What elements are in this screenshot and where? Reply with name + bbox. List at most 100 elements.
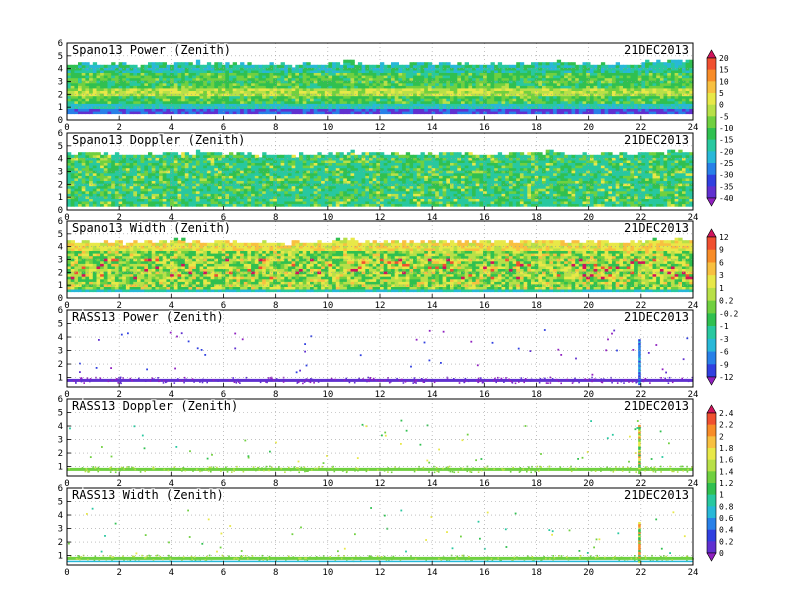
heat-cell [542,80,547,84]
heat-cell [218,103,223,107]
heat-cell [534,72,539,76]
heat-cell [229,64,234,68]
heat-cell [328,62,333,66]
heat-cell [645,103,650,107]
heat-cell [148,90,153,94]
heat-cell [306,77,311,81]
heat-cell [291,93,296,97]
heat-cell [188,67,193,71]
heat-cell [332,62,337,66]
heat-cell [236,75,241,79]
heat-cell [405,77,411,81]
heat-cell [339,75,344,79]
heat-cell [162,77,167,81]
heat-cell [357,111,363,115]
heat-cell [324,72,330,76]
heat-cell [151,105,156,109]
heat-cell [78,62,83,66]
heat-cell [542,64,547,68]
heat-cell [173,108,179,112]
heat-cell [501,90,506,94]
heat-cell [394,108,399,112]
heat-cell [346,103,352,107]
x-tick-label: 2 [116,123,121,133]
heat-cell [512,72,517,76]
heat-cell [431,75,436,79]
heat-cell [173,103,179,107]
heat-cell [114,67,120,71]
heat-cell [516,67,521,71]
heat-cell [299,64,304,68]
heat-cell [195,72,201,76]
heat-cell [357,75,363,79]
heat-cell [78,93,83,97]
heat-cell [100,69,105,73]
heat-cell [203,85,208,89]
heat-cell [468,85,473,89]
heat-cell [280,154,285,158]
heat-cell [144,64,149,68]
heat-cell [501,95,506,99]
heat-cell [111,93,116,97]
heat-cell [251,93,256,97]
heat-cell [173,100,179,104]
heat-cell [383,100,388,104]
heat-cell [648,72,654,76]
heat-cell [413,98,418,102]
heat-cell [184,108,190,112]
heat-cell [81,69,86,73]
heat-cell [523,108,528,112]
heat-cell [626,111,631,115]
heat-cell [531,105,536,109]
heat-cell [195,85,201,89]
heat-cell [527,85,532,89]
heat-cell [413,82,418,86]
heat-cell [564,82,569,86]
x-tick-label: 20 [583,123,594,133]
heat-cell [335,85,341,89]
heat-cell [332,95,337,99]
heat-cell [240,100,245,104]
heat-cell [317,72,322,76]
heat-cell [103,105,109,109]
heat-cell [67,69,72,73]
heat-cell [369,77,374,81]
heat-cell [100,154,105,158]
heat-cell [140,95,145,99]
heat-cell [92,67,98,71]
heat-cell [472,103,477,107]
heat-cell [361,103,366,107]
heat-cell [243,75,249,79]
heat-cell [118,105,123,109]
heat-cell [483,69,488,73]
heat-cell [604,100,609,104]
heat-cell [199,111,204,115]
heat-cell [582,80,587,84]
heat-cell [291,95,296,99]
heat-cell [387,95,392,99]
heat-cell [416,105,422,109]
heat-cell [589,67,595,71]
heat-cell [420,75,425,79]
heat-cell [453,72,458,76]
heat-cell [346,62,352,66]
heat-cell [612,82,617,86]
heat-cell [192,103,197,107]
heat-cell [339,64,344,68]
heat-cell [652,87,657,91]
heat-cell [398,105,403,109]
heat-cell [623,77,628,81]
heat-cell [262,82,267,86]
heat-cell [450,75,455,79]
heat-cell [254,82,260,86]
heat-cell [184,64,190,68]
heat-cell [170,93,175,97]
heat-cell [148,87,153,91]
heat-cell [405,85,411,89]
heat-cell [542,77,547,81]
heat-cell [553,87,558,91]
heat-cell [600,62,606,66]
heat-cell [346,95,352,99]
heat-cell [637,108,643,112]
heat-cell [564,87,569,91]
